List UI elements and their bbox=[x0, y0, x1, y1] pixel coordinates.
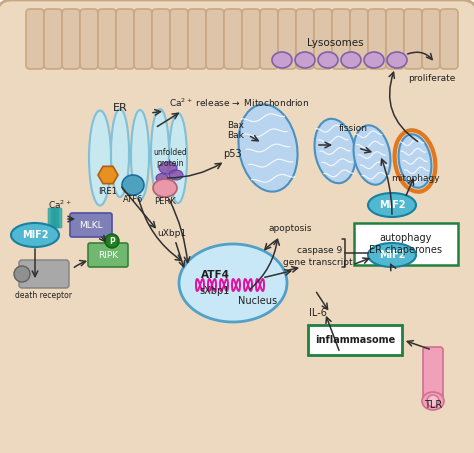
Ellipse shape bbox=[111, 109, 129, 197]
FancyBboxPatch shape bbox=[26, 9, 44, 69]
Text: unfolded
protein: unfolded protein bbox=[153, 148, 187, 168]
FancyBboxPatch shape bbox=[51, 208, 59, 228]
Ellipse shape bbox=[399, 134, 431, 188]
Ellipse shape bbox=[318, 52, 338, 68]
FancyBboxPatch shape bbox=[98, 9, 116, 69]
Ellipse shape bbox=[238, 104, 298, 192]
Text: sXbp1: sXbp1 bbox=[200, 286, 230, 296]
Text: IRE1: IRE1 bbox=[99, 187, 118, 196]
FancyBboxPatch shape bbox=[278, 9, 296, 69]
Ellipse shape bbox=[131, 110, 149, 200]
FancyBboxPatch shape bbox=[296, 9, 314, 69]
FancyBboxPatch shape bbox=[440, 9, 458, 69]
Text: TLR: TLR bbox=[424, 400, 442, 410]
Text: p53: p53 bbox=[223, 149, 241, 159]
Ellipse shape bbox=[387, 52, 407, 68]
FancyBboxPatch shape bbox=[62, 9, 80, 69]
FancyBboxPatch shape bbox=[332, 9, 350, 69]
Text: IL-6: IL-6 bbox=[309, 308, 327, 318]
Circle shape bbox=[427, 395, 439, 407]
FancyBboxPatch shape bbox=[260, 9, 278, 69]
Ellipse shape bbox=[122, 175, 144, 195]
FancyBboxPatch shape bbox=[54, 208, 62, 228]
FancyBboxPatch shape bbox=[170, 9, 188, 69]
FancyBboxPatch shape bbox=[80, 9, 98, 69]
Text: MIF2: MIF2 bbox=[22, 230, 48, 240]
FancyBboxPatch shape bbox=[242, 9, 260, 69]
Text: Nucleus: Nucleus bbox=[238, 296, 278, 306]
Text: uXbp1: uXbp1 bbox=[157, 228, 187, 237]
FancyBboxPatch shape bbox=[44, 9, 62, 69]
Text: MIF2: MIF2 bbox=[379, 250, 405, 260]
Text: death receptor: death receptor bbox=[16, 290, 73, 299]
Ellipse shape bbox=[368, 193, 416, 217]
Ellipse shape bbox=[354, 125, 391, 185]
FancyBboxPatch shape bbox=[368, 9, 386, 69]
FancyBboxPatch shape bbox=[116, 9, 134, 69]
Text: Bax: Bax bbox=[228, 121, 245, 130]
FancyBboxPatch shape bbox=[314, 9, 332, 69]
Text: Ca$^{2+}$ release: Ca$^{2+}$ release bbox=[169, 97, 231, 109]
Text: Ca$^{2+}$: Ca$^{2+}$ bbox=[48, 199, 72, 211]
FancyBboxPatch shape bbox=[386, 9, 404, 69]
FancyBboxPatch shape bbox=[70, 213, 112, 237]
Ellipse shape bbox=[151, 109, 169, 197]
Ellipse shape bbox=[159, 162, 177, 174]
Text: apoptosis: apoptosis bbox=[268, 224, 312, 233]
FancyBboxPatch shape bbox=[19, 260, 69, 288]
FancyBboxPatch shape bbox=[422, 9, 440, 69]
FancyBboxPatch shape bbox=[350, 9, 368, 69]
FancyBboxPatch shape bbox=[423, 347, 443, 401]
Ellipse shape bbox=[272, 52, 292, 68]
Ellipse shape bbox=[89, 111, 111, 206]
Ellipse shape bbox=[179, 244, 287, 322]
Ellipse shape bbox=[315, 119, 356, 183]
Text: PERK: PERK bbox=[154, 197, 176, 206]
FancyBboxPatch shape bbox=[354, 223, 458, 265]
Text: mitophagy: mitophagy bbox=[391, 174, 439, 183]
Ellipse shape bbox=[364, 52, 384, 68]
FancyBboxPatch shape bbox=[206, 9, 224, 69]
Text: inflammasome: inflammasome bbox=[315, 335, 395, 345]
Text: MLKL: MLKL bbox=[79, 221, 103, 230]
Circle shape bbox=[14, 266, 30, 282]
FancyBboxPatch shape bbox=[224, 9, 242, 69]
Text: MIF2: MIF2 bbox=[379, 200, 405, 210]
Ellipse shape bbox=[11, 223, 59, 247]
Circle shape bbox=[105, 234, 119, 248]
Ellipse shape bbox=[368, 243, 416, 267]
Ellipse shape bbox=[153, 179, 177, 197]
Text: Bak: Bak bbox=[228, 131, 245, 140]
Ellipse shape bbox=[169, 170, 183, 180]
Text: ATF6: ATF6 bbox=[123, 196, 143, 204]
FancyBboxPatch shape bbox=[152, 9, 170, 69]
Text: P: P bbox=[109, 236, 115, 246]
FancyBboxPatch shape bbox=[48, 208, 56, 228]
Text: ER: ER bbox=[113, 103, 128, 113]
Text: RIPK: RIPK bbox=[98, 251, 118, 260]
Text: proliferate: proliferate bbox=[408, 74, 456, 83]
FancyBboxPatch shape bbox=[404, 9, 422, 69]
Text: autophagy: autophagy bbox=[380, 233, 432, 243]
FancyBboxPatch shape bbox=[134, 9, 152, 69]
Text: caspase 9: caspase 9 bbox=[297, 246, 343, 255]
Text: $\rightarrow$ Mitochondrion: $\rightarrow$ Mitochondrion bbox=[230, 97, 310, 109]
FancyBboxPatch shape bbox=[308, 325, 402, 355]
Ellipse shape bbox=[295, 52, 315, 68]
Text: gene transcript: gene transcript bbox=[283, 258, 353, 267]
Ellipse shape bbox=[169, 113, 187, 203]
Ellipse shape bbox=[422, 392, 444, 410]
Text: Lysosomes: Lysosomes bbox=[307, 38, 363, 48]
Text: fission: fission bbox=[338, 124, 367, 133]
Ellipse shape bbox=[156, 173, 168, 183]
Ellipse shape bbox=[341, 52, 361, 68]
Text: ER chaperones: ER chaperones bbox=[370, 245, 443, 255]
Text: ATF4: ATF4 bbox=[201, 270, 229, 280]
FancyBboxPatch shape bbox=[188, 9, 206, 69]
FancyBboxPatch shape bbox=[88, 243, 128, 267]
